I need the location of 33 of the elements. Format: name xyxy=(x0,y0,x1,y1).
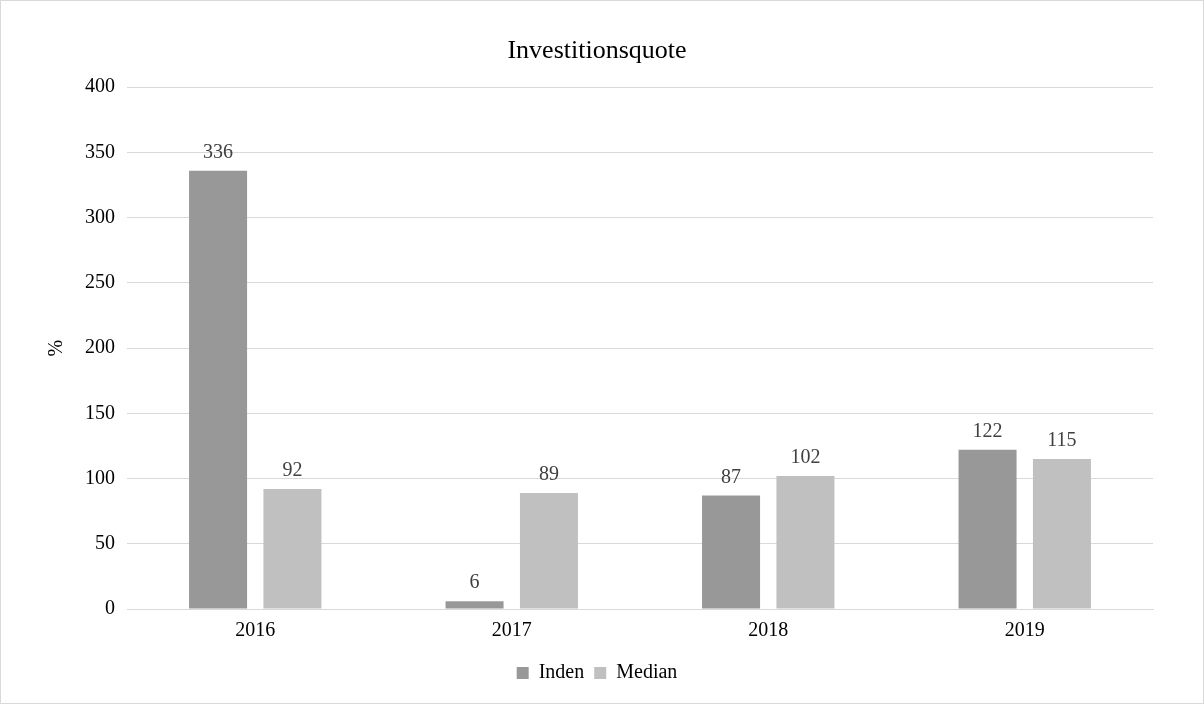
y-tick-label: 100 xyxy=(85,465,115,488)
bar xyxy=(958,449,1017,609)
y-tick-label: 350 xyxy=(85,139,115,162)
bar xyxy=(1032,458,1091,609)
data-label: 115 xyxy=(1047,428,1077,451)
x-tick-label: 2017 xyxy=(491,618,532,641)
data-label: 87 xyxy=(721,464,742,487)
y-axis-title: % xyxy=(44,339,67,357)
y-tick-label: 50 xyxy=(95,531,115,554)
data-label: 6 xyxy=(469,570,480,593)
bar xyxy=(445,601,504,609)
chart-title: Investitionsquote xyxy=(507,35,687,65)
data-label: 102 xyxy=(790,445,821,468)
data-label: 336 xyxy=(203,139,234,162)
y-tick-label: 400 xyxy=(85,74,115,97)
y-tick-label: 150 xyxy=(85,400,115,423)
bar xyxy=(776,475,835,609)
legend-label: Median xyxy=(616,660,678,683)
y-tick-label: 0 xyxy=(105,596,115,619)
bar xyxy=(702,495,761,609)
data-label: 122 xyxy=(972,419,1003,442)
bar xyxy=(519,492,578,609)
data-label: 89 xyxy=(538,462,559,485)
bar xyxy=(189,170,248,609)
y-tick-label: 250 xyxy=(85,270,115,293)
x-tick-label: 2016 xyxy=(235,618,276,641)
bar xyxy=(263,488,322,609)
x-tick-label: 2019 xyxy=(1004,618,1045,641)
x-tick-label: 2018 xyxy=(748,618,789,641)
data-label: 92 xyxy=(282,458,303,481)
legend-label: Inden xyxy=(538,660,585,683)
y-tick-label: 300 xyxy=(85,204,115,227)
y-tick-label: 200 xyxy=(85,335,115,358)
